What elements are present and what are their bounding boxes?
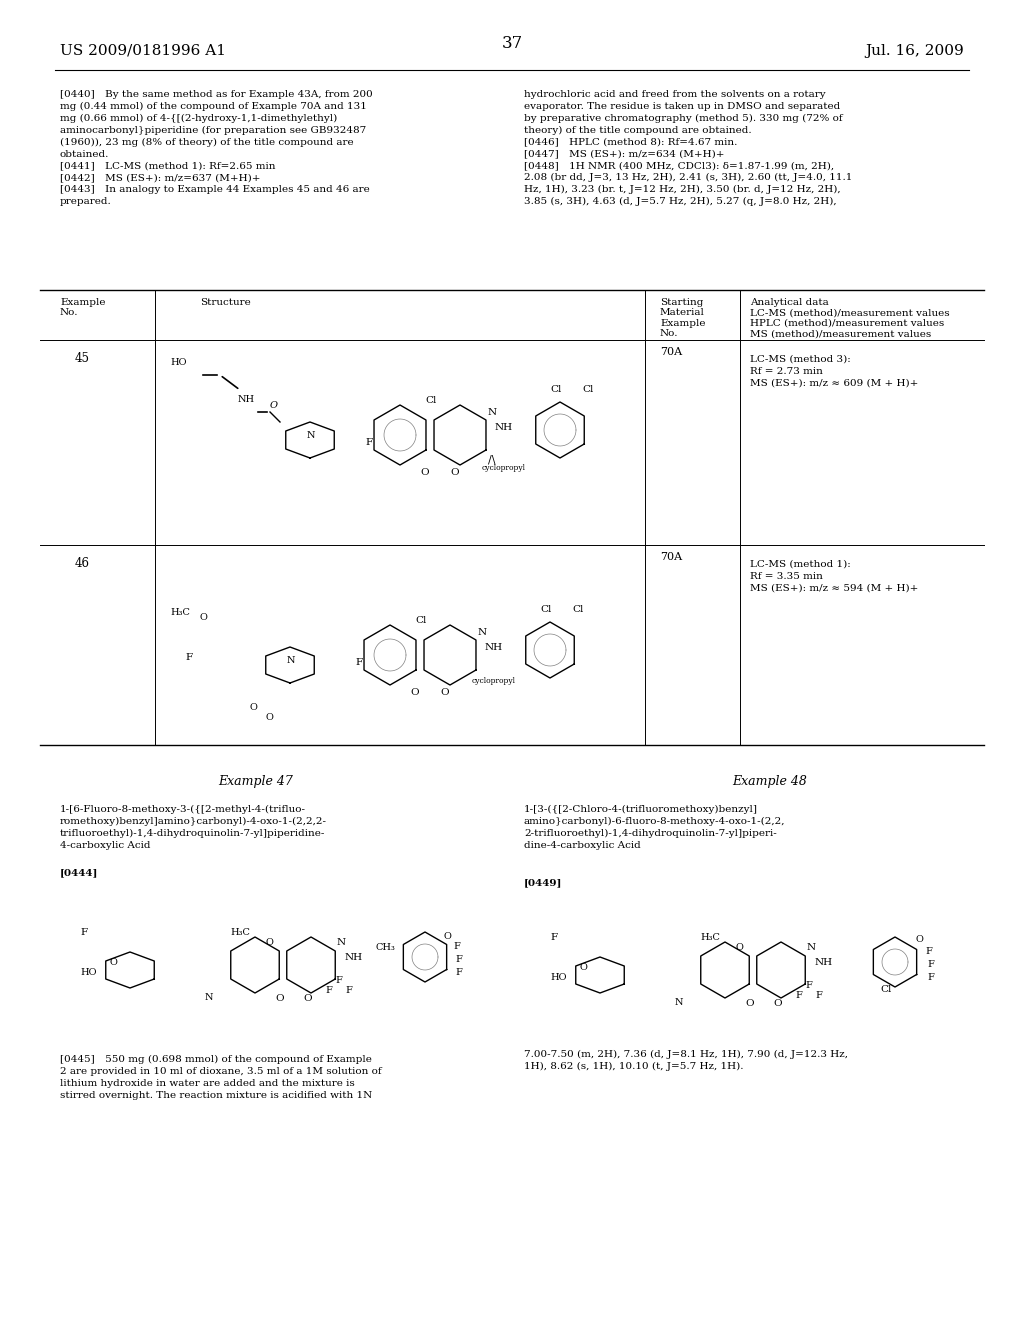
Text: LC-MS (method 1):
Rf = 3.35 min
MS (ES+): m/z ≈ 594 (M + H)+: LC-MS (method 1): Rf = 3.35 min MS (ES+)… xyxy=(750,560,919,593)
Text: F: F xyxy=(927,973,934,982)
Text: O: O xyxy=(110,958,118,968)
Text: Structure: Structure xyxy=(200,298,251,308)
Text: O: O xyxy=(303,994,311,1003)
Text: F: F xyxy=(325,986,332,995)
Text: H₃C: H₃C xyxy=(230,928,250,937)
Text: Cl: Cl xyxy=(572,605,584,614)
Text: Example 47: Example 47 xyxy=(218,775,294,788)
Text: O: O xyxy=(915,935,923,944)
Text: N: N xyxy=(307,432,315,440)
Text: O: O xyxy=(440,688,449,697)
Text: HO: HO xyxy=(550,973,566,982)
Text: Jul. 16, 2009: Jul. 16, 2009 xyxy=(865,44,964,58)
Text: NH: NH xyxy=(495,422,513,432)
Text: O: O xyxy=(275,994,284,1003)
Text: O: O xyxy=(420,469,429,477)
Text: /\: /\ xyxy=(488,455,499,465)
Text: O: O xyxy=(410,688,419,697)
Text: O: O xyxy=(735,942,742,952)
Text: N: N xyxy=(287,656,296,665)
Text: O: O xyxy=(443,932,451,941)
Text: O: O xyxy=(265,713,272,722)
Text: Cl: Cl xyxy=(415,616,426,624)
Text: cyclopropyl: cyclopropyl xyxy=(482,465,526,473)
Text: Cl: Cl xyxy=(540,605,551,614)
Text: [0445] 550 mg (0.698 mmol) of the compound of Example
2 are provided in 10 ml of: [0445] 550 mg (0.698 mmol) of the compou… xyxy=(60,1055,382,1100)
Text: NH: NH xyxy=(485,643,503,652)
Text: N: N xyxy=(675,998,683,1007)
Text: H₃C: H₃C xyxy=(700,933,720,942)
Text: F: F xyxy=(795,991,802,1001)
Text: N: N xyxy=(205,993,213,1002)
Text: O: O xyxy=(265,939,272,946)
Text: NH: NH xyxy=(815,958,834,968)
Text: F: F xyxy=(335,975,342,985)
Text: HO: HO xyxy=(80,968,96,977)
Text: O: O xyxy=(580,964,588,972)
Text: O: O xyxy=(773,999,781,1008)
Text: 70A: 70A xyxy=(660,347,682,356)
Text: F: F xyxy=(455,968,462,977)
Text: 1-[3-({[2-Chloro-4-(trifluoromethoxy)benzyl]
amino}carbonyl)-6-fluoro-8-methoxy-: 1-[3-({[2-Chloro-4-(trifluoromethoxy)ben… xyxy=(524,805,785,850)
Text: F: F xyxy=(345,986,352,995)
Text: CH₃: CH₃ xyxy=(375,942,395,952)
Text: [0444]: [0444] xyxy=(60,869,98,876)
Text: O: O xyxy=(250,704,258,711)
Text: US 2009/0181996 A1: US 2009/0181996 A1 xyxy=(60,44,226,58)
Text: Example
No.: Example No. xyxy=(60,298,105,317)
Text: Cl: Cl xyxy=(425,396,436,405)
Text: NH: NH xyxy=(238,395,255,404)
Text: F: F xyxy=(355,657,362,667)
Text: Starting
Material
Example
No.: Starting Material Example No. xyxy=(660,298,706,338)
Text: F: F xyxy=(927,960,934,969)
Text: N: N xyxy=(488,408,497,417)
Text: N: N xyxy=(478,628,487,638)
Text: Cl: Cl xyxy=(880,985,891,994)
Text: NH: NH xyxy=(345,953,364,962)
Text: F: F xyxy=(455,954,462,964)
Text: 7.00-7.50 (m, 2H), 7.36 (d, J=8.1 Hz, 1H), 7.90 (d, J=12.3 Hz,
1H), 8.62 (s, 1H): 7.00-7.50 (m, 2H), 7.36 (d, J=8.1 Hz, 1H… xyxy=(524,1049,848,1071)
Text: F: F xyxy=(550,933,557,942)
Text: [0440] By the same method as for Example 43A, from 200
mg (0.44 mmol) of the com: [0440] By the same method as for Example… xyxy=(60,90,373,206)
Text: O: O xyxy=(200,612,208,622)
Text: F: F xyxy=(815,991,822,1001)
Text: N: N xyxy=(337,939,346,946)
Text: Analytical data
LC-MS (method)/measurement values
HPLC (method)/measurement valu: Analytical data LC-MS (method)/measureme… xyxy=(750,298,949,338)
Text: O: O xyxy=(745,999,754,1008)
Text: F: F xyxy=(365,438,372,447)
Text: H₃C: H₃C xyxy=(170,609,189,616)
Text: F: F xyxy=(185,653,193,663)
Text: O: O xyxy=(450,469,459,477)
Text: F: F xyxy=(925,946,932,956)
Text: 46: 46 xyxy=(75,557,90,570)
Text: 70A: 70A xyxy=(660,552,682,562)
Text: HO: HO xyxy=(170,358,186,367)
Text: F: F xyxy=(805,981,812,990)
Text: O: O xyxy=(270,401,278,411)
Text: 37: 37 xyxy=(502,36,522,51)
Text: N: N xyxy=(807,942,816,952)
Text: 45: 45 xyxy=(75,352,90,366)
Text: F: F xyxy=(80,928,87,937)
Text: hydrochloric acid and freed from the solvents on a rotary
evaporator. The residu: hydrochloric acid and freed from the sol… xyxy=(524,90,852,206)
Text: LC-MS (method 3):
Rf = 2.73 min
MS (ES+): m/z ≈ 609 (M + H)+: LC-MS (method 3): Rf = 2.73 min MS (ES+)… xyxy=(750,355,919,388)
Text: 1-[6-Fluoro-8-methoxy-3-({[2-methyl-4-(trifluo-
romethoxy)benzyl]amino}carbonyl): 1-[6-Fluoro-8-methoxy-3-({[2-methyl-4-(t… xyxy=(60,805,327,850)
Text: Cl: Cl xyxy=(582,385,593,393)
Text: cyclopropyl: cyclopropyl xyxy=(472,677,516,685)
Text: F: F xyxy=(453,942,460,950)
Text: Cl: Cl xyxy=(550,385,561,393)
Text: [0449]: [0449] xyxy=(524,878,562,887)
Text: Example 48: Example 48 xyxy=(732,775,808,788)
